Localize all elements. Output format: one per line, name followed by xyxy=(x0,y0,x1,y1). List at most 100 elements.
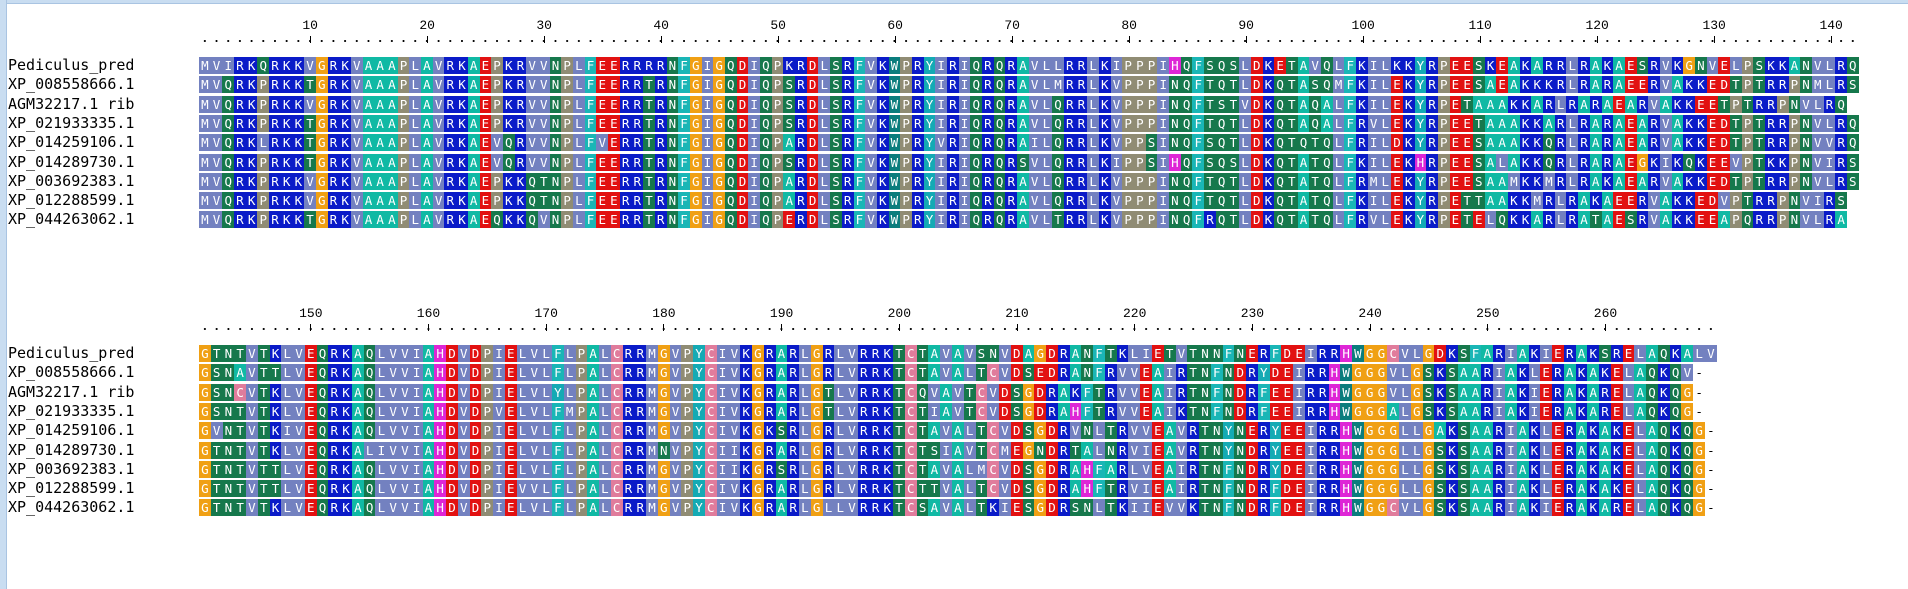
residue-cell: Q xyxy=(724,153,737,171)
sequence-name[interactable]: XP_008558666.1 xyxy=(8,75,135,94)
sequence-row[interactable]: XP_014289730.1 G T N T V T K L V E Q R K A L I V V I A H D V D P I… xyxy=(0,440,1908,459)
residue-cell: V xyxy=(669,441,682,459)
residue-cell: R xyxy=(1481,402,1494,420)
residue-cell: G xyxy=(810,345,823,362)
residue-cell: K xyxy=(245,153,258,171)
sequence-name[interactable]: XP_044263062.1 xyxy=(8,498,135,517)
residue-cell: K xyxy=(1528,460,1541,478)
sequence-name[interactable]: XP_003692383.1 xyxy=(8,459,135,478)
residue-cell: R xyxy=(982,192,994,210)
residue-cell: G xyxy=(713,114,725,132)
residue-cell: L xyxy=(1730,57,1742,74)
residue-cell: V xyxy=(1110,192,1123,210)
residue-cell: P xyxy=(900,211,912,229)
residue-cell: V xyxy=(846,383,858,401)
sequence-row[interactable]: Pediculus_pred G T N T V T K L V E Q R K A Q L V V I A H D V D P I… xyxy=(0,345,1908,362)
residue-cell: T xyxy=(1285,153,1298,171)
residue-cell: G xyxy=(1363,422,1376,440)
sequence-name[interactable]: XP_044263062.1 xyxy=(8,210,135,229)
residue-cell: A xyxy=(952,422,964,440)
sequence-name[interactable]: AGM32217.1 rib xyxy=(8,382,135,401)
residue-cell: R xyxy=(822,441,835,459)
sequence-name[interactable]: Pediculus_pred xyxy=(8,56,135,74)
sequence-name[interactable]: XP_014259106.1 xyxy=(8,133,135,152)
residue-cell: E xyxy=(1391,211,1403,229)
sequence-name[interactable]: XP_014289730.1 xyxy=(8,152,135,171)
sequence-row[interactable]: XP_012288599.1 G T N T V T T L V E Q R K A Q L V V I A H D V D P I… xyxy=(0,479,1908,498)
residue-cell: F xyxy=(853,95,866,113)
residue-cell: F xyxy=(1344,57,1357,74)
residue-cell: P xyxy=(681,402,694,420)
residue-cell: Q xyxy=(724,76,737,94)
residue-cell: D xyxy=(806,114,819,132)
sequence-row[interactable]: XP_021933335.1 M V Q R K P R K K T G R K V A A A P L A V R K A E P… xyxy=(0,113,1908,132)
residue-cell: K xyxy=(1391,57,1403,74)
residue-cell: A xyxy=(1599,422,1611,440)
residue-cell: P xyxy=(771,153,784,171)
residue-cell: K xyxy=(1446,460,1458,478)
sequence-row[interactable]: XP_008558666.1 G S N A V T T L V E Q R K A Q L V V I A H D V D P I… xyxy=(0,363,1908,382)
residue-cell: R xyxy=(1563,441,1576,459)
sequence-name[interactable]: XP_012288599.1 xyxy=(8,479,135,498)
residue-cell: Y xyxy=(923,95,936,113)
sequence-row[interactable]: XP_008558666.1 M V Q R K P R K K T G R K V A A A P L A V R K A E P… xyxy=(0,75,1908,94)
residue-cell: K xyxy=(340,441,352,459)
residue-cell: G xyxy=(1352,383,1364,401)
residue-cell: A xyxy=(1297,211,1310,229)
residue-cell: R xyxy=(327,153,340,171)
sequence-name[interactable]: Pediculus_pred xyxy=(8,344,135,362)
residue-cell: Q xyxy=(363,383,376,401)
residue-cell: P xyxy=(257,192,270,210)
residue-cell: P xyxy=(481,480,494,498)
residue-cell: N xyxy=(1169,114,1181,132)
sequence-row[interactable]: XP_014289730.1 M V Q R K P R K K T G R K V A A A P L A V R K A E V… xyxy=(0,152,1908,171)
residue-cell: G xyxy=(1363,499,1376,517)
residue-cell: R xyxy=(1563,345,1576,362)
sequence-row[interactable]: XP_003692383.1 G T N T V T T L V E Q R K A Q L V V I A H D V D P I… xyxy=(0,459,1908,478)
residue-cell: S xyxy=(210,383,223,401)
residue-cell: L xyxy=(281,402,294,420)
residue-cell: F xyxy=(1093,345,1105,362)
residue-cell: L xyxy=(1540,480,1553,498)
residue-cell: R xyxy=(1765,134,1777,152)
residue-cell: N xyxy=(1800,172,1812,190)
residue-cell: C xyxy=(975,383,988,401)
residue-cell: A xyxy=(1321,95,1333,113)
residue-cell: A xyxy=(952,345,964,362)
sequence-row[interactable]: Pediculus_pred M V I R K Q R K K V G R K V A A A P L A V R K A E P… xyxy=(0,57,1908,74)
sequence-name[interactable]: XP_003692383.1 xyxy=(8,171,135,190)
sequence-row[interactable]: XP_044263062.1 M V Q R K P R K K T G R K V A A A P L A V R K A E Q… xyxy=(0,210,1908,229)
sequence-row[interactable]: AGM32217.1 rib M V Q R K P R K K V G R K V A A A P L A V R K A E P… xyxy=(0,94,1908,113)
residue-cell: K xyxy=(456,192,468,210)
residue-cell: R xyxy=(911,95,924,113)
sequence-row[interactable]: XP_021933335.1 G S N T V T K L V E Q R K A Q L V V I A H D V D P V… xyxy=(0,401,1908,420)
sequence-name[interactable]: XP_014289730.1 xyxy=(8,440,135,459)
sequence-row[interactable]: XP_003692383.1 M V Q R K P R K K V G R K V A A A P L A V R K A E P… xyxy=(0,171,1908,190)
sequence-row[interactable]: XP_014259106.1 M V Q R K L R K K T G R K V A A A P L A V R K A E V… xyxy=(0,133,1908,152)
sequence-name[interactable]: XP_021933335.1 xyxy=(8,401,135,420)
residue-cell: L xyxy=(563,364,576,382)
residue-cell: L xyxy=(409,192,422,210)
residue-cell: S xyxy=(1753,57,1766,74)
sequence-row[interactable]: AGM32217.1 rib G S N C V T K L V E Q R K A Q L V V I A H D V D P I… xyxy=(0,382,1908,401)
residue-cell: K xyxy=(340,460,352,478)
residue-cell: E xyxy=(1281,441,1294,459)
sequence-name[interactable]: XP_021933335.1 xyxy=(8,113,135,132)
sequence-row[interactable]: XP_012288599.1 M V Q R K P R K K V G R K V A A A P L A V R K A E P… xyxy=(0,191,1908,210)
residue-cell: T xyxy=(1461,211,1473,229)
residue-cell: E xyxy=(608,153,620,171)
residue-cell: V xyxy=(1367,114,1380,132)
residue-cell: V xyxy=(940,345,952,362)
sequence-name[interactable]: XP_012288599.1 xyxy=(8,191,135,210)
sequence-name[interactable]: XP_014259106.1 xyxy=(8,421,135,440)
residue-cell: V xyxy=(537,211,550,229)
residue-cell: P xyxy=(397,172,410,190)
sequence-name[interactable]: XP_008558666.1 xyxy=(8,363,135,382)
residue-cell: Q xyxy=(222,192,235,210)
residue-cell: R xyxy=(822,422,835,440)
sequence-row[interactable]: XP_014259106.1 G V N T V T K I V E Q R K A Q L V V I A H D V D P I… xyxy=(0,421,1908,440)
residue-cell: Y xyxy=(923,192,936,210)
sequence-row[interactable]: XP_044263062.1 G T N T V T K L V E Q R K A Q L V V I A H D V D P I… xyxy=(0,498,1908,517)
sequence-name[interactable]: AGM32217.1 rib xyxy=(8,94,135,113)
residue-cell: R xyxy=(857,345,870,362)
